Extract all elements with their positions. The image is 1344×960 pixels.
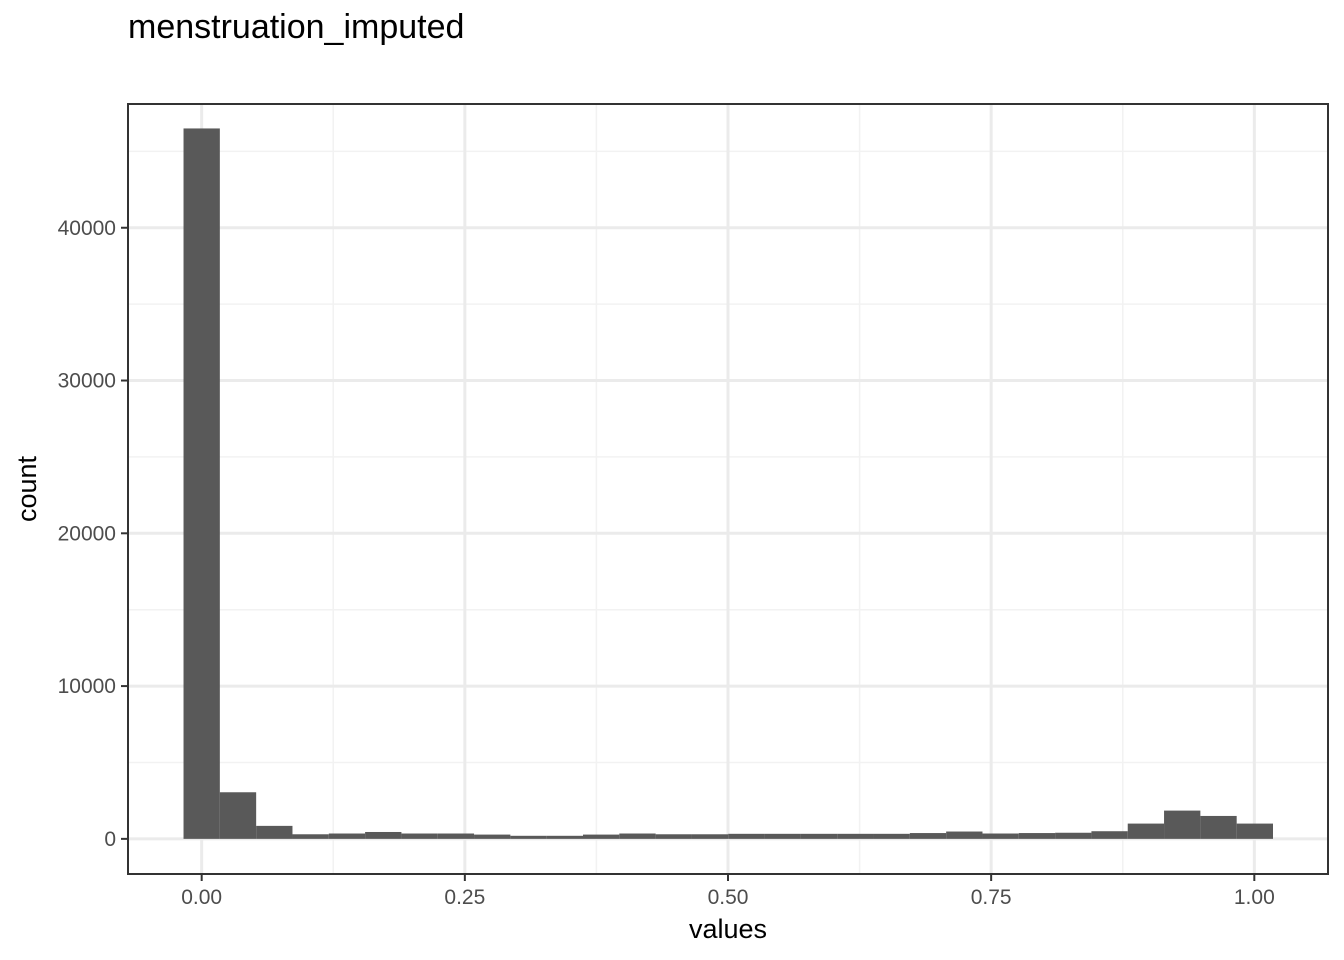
- y-tick-label: 10000: [58, 675, 116, 698]
- histogram-bar: [328, 833, 366, 839]
- histogram-bar: [800, 833, 838, 839]
- histogram-bar: [292, 834, 329, 839]
- y-tick-label: 30000: [58, 370, 116, 393]
- histogram-bar: [1055, 832, 1092, 839]
- histogram-bar: [1200, 815, 1237, 839]
- x-tick-label: 1.00: [1234, 886, 1275, 909]
- histogram-bar: [1091, 831, 1128, 839]
- histogram-bar: [256, 825, 293, 839]
- y-tick-label: 20000: [58, 522, 116, 545]
- histogram-bar: [437, 833, 475, 839]
- y-axis-title: count: [12, 455, 42, 522]
- histogram-bar: [583, 834, 620, 839]
- histogram-bar: [619, 833, 656, 839]
- chart-title: menstruation_imputed: [128, 8, 465, 46]
- x-tick-label: 0.25: [444, 886, 485, 909]
- histogram-bar: [946, 831, 983, 839]
- histogram-bar: [982, 833, 1019, 839]
- y-tick-label: 0: [104, 828, 116, 851]
- histogram-bar: [474, 834, 511, 839]
- x-tick-label: 0.75: [971, 886, 1012, 909]
- histogram-bar: [546, 835, 583, 839]
- histogram-bar: [401, 833, 438, 839]
- histogram-bar: [691, 834, 729, 839]
- histogram-bar: [183, 128, 220, 839]
- histogram-bar: [1018, 833, 1056, 839]
- x-axis-title: values: [689, 914, 767, 944]
- histogram-bar: [655, 834, 692, 839]
- histogram-bar: [909, 833, 947, 839]
- histogram-bar: [1236, 823, 1273, 839]
- histogram-bar: [510, 835, 547, 839]
- x-axis-ticks: 0.00 0.25 0.50 0.75 1.00: [181, 874, 1275, 909]
- histogram-bar: [764, 833, 801, 839]
- histogram-bar: [873, 833, 910, 839]
- histogram-bars: [183, 128, 1273, 839]
- x-tick-label: 0.00: [181, 886, 222, 909]
- x-tick-label: 0.50: [708, 886, 749, 909]
- histogram-bar: [728, 833, 765, 839]
- histogram-bar: [219, 792, 257, 839]
- y-tick-label: 40000: [58, 217, 116, 240]
- histogram-bar: [365, 831, 402, 839]
- histogram-bar: [1164, 810, 1201, 839]
- histogram-bar: [837, 833, 874, 839]
- histogram-bar: [1127, 823, 1165, 839]
- y-axis-ticks: 0 10000 20000 30000 40000: [58, 217, 128, 851]
